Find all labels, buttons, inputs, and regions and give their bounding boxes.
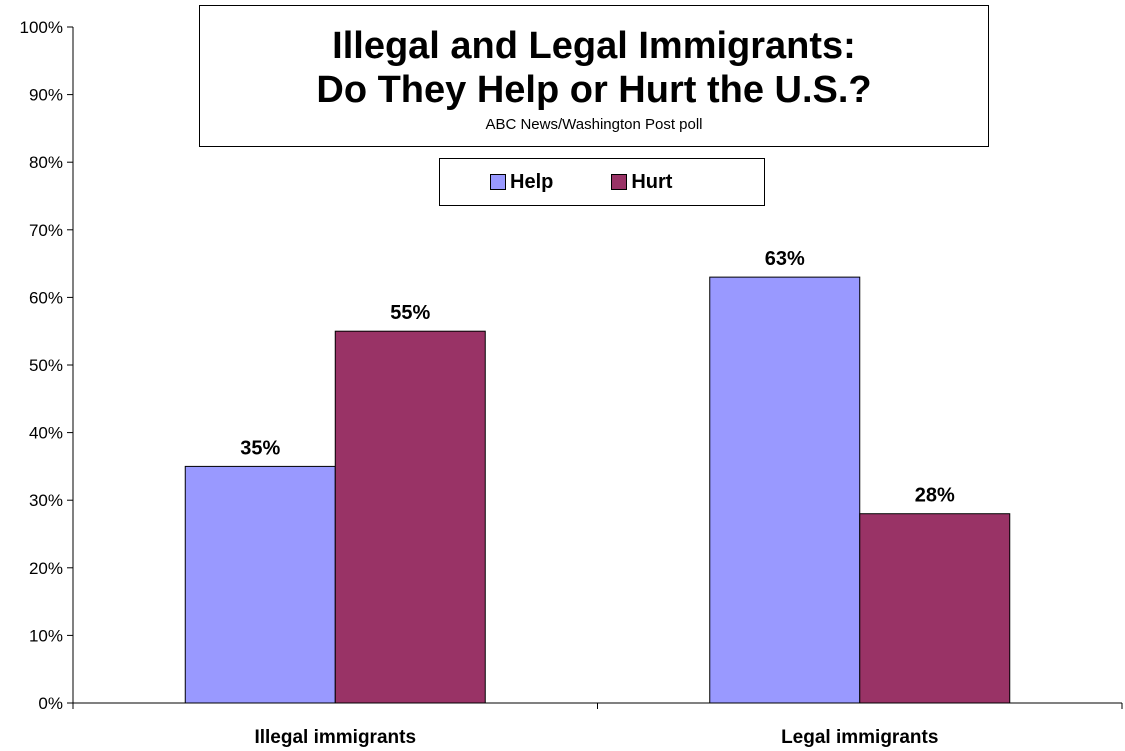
chart-subtitle: ABC News/Washington Post poll (485, 116, 703, 133)
chart-title-line-2: Do They Help or Hurt the U.S.? (316, 69, 872, 111)
axes: 0% 10% 20% 30% 40% 50% 60% 70% 80% 90% 100% (20, 18, 1123, 713)
legend: Help Hurt (439, 158, 765, 206)
y-tick-label: 30% (29, 491, 63, 510)
legend-label-hurt: Hurt (631, 170, 673, 193)
y-tick-label: 10% (29, 626, 63, 645)
title-box: Illegal and Legal Immigrants: Do They He… (199, 5, 989, 147)
legend-swatch-help (490, 174, 506, 190)
x-category-label: Legal immigrants (781, 727, 938, 748)
data-label-hurt-0: 55% (390, 302, 430, 324)
y-tick-label: 50% (29, 356, 63, 375)
x-category-label: Illegal immigrants (254, 727, 416, 748)
legend-item-hurt: Hurt (611, 171, 672, 194)
bar-hurt-0 (334, 330, 486, 704)
bar-hurt-1 (859, 513, 1011, 704)
y-tick-label: 60% (29, 288, 63, 307)
data-label-help-1: 63% (765, 248, 805, 270)
y-tick-label: 20% (29, 559, 63, 578)
y-tick-label: 80% (29, 153, 63, 172)
legend-item-help: Help (490, 171, 553, 194)
chart-title: Illegal and Legal Immigrants: (332, 25, 856, 67)
labels: 35% 55% Illegal immigrants 63% 28% Legal immi… (240, 248, 955, 748)
y-tick-label: 0% (38, 694, 63, 713)
bars (184, 276, 1011, 704)
legend-label-help: Help (510, 170, 554, 193)
y-tick-label: 70% (29, 221, 63, 240)
data-label-help-0: 35% (240, 437, 280, 459)
y-tick-label: 90% (29, 86, 63, 105)
bar-help-0 (184, 465, 336, 704)
legend-swatch-hurt (611, 174, 628, 190)
y-tick-label: 40% (29, 424, 63, 443)
data-label-hurt-1: 28% (915, 485, 955, 507)
bar-help-1 (709, 276, 861, 704)
y-tick-label: 100% (20, 18, 63, 37)
